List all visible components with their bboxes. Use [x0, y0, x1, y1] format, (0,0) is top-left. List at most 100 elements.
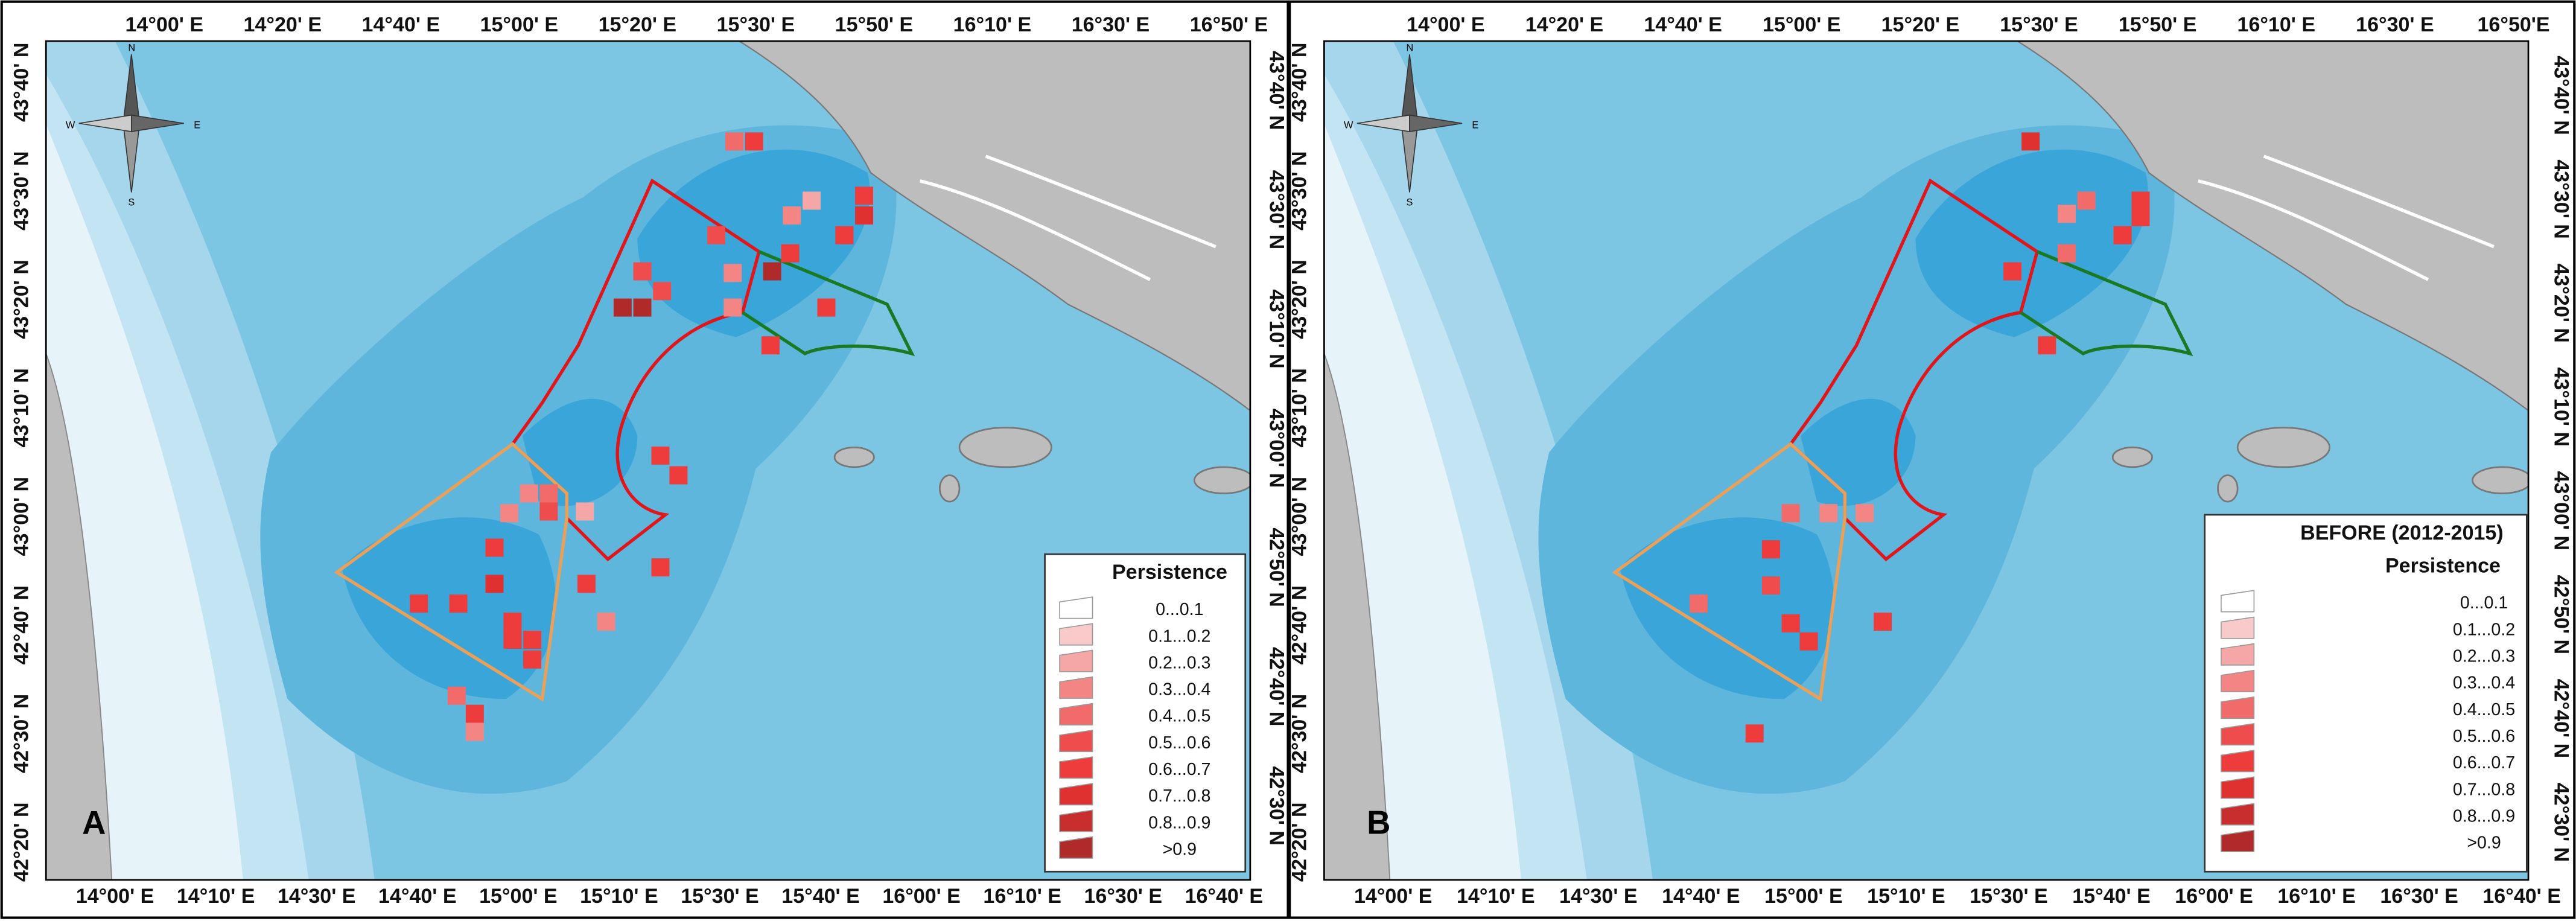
legend-label: 0.6...0.7: [1148, 760, 1210, 779]
legend-swatch: [2221, 829, 2255, 852]
left-axis-label: 42°20' N: [10, 802, 33, 882]
persistence-cell: [817, 298, 836, 317]
persistence-cell: [1799, 632, 1818, 651]
left-axis-label: 43°20' N: [10, 260, 33, 339]
bottom-axis-label: 14°10' E: [1457, 885, 1535, 908]
bottom-axis-label: 16°40' E: [1185, 885, 1264, 908]
right-axis-label: 43°10' N: [2550, 367, 2573, 447]
persistence-cell: [539, 484, 558, 503]
legend-swatch: [2221, 590, 2255, 613]
bottom-axis-label: 15°40' E: [781, 885, 860, 908]
persistence-cell: [410, 594, 428, 613]
persistence-cell: [2021, 132, 2040, 151]
top-axis-label: 15°50' E: [2119, 13, 2197, 36]
persistence-cell: [653, 282, 672, 301]
map-frame: [1323, 40, 2530, 881]
bottom-axis-label: 15°30' E: [1970, 885, 2048, 908]
bottom-axis-label: 16°10' E: [983, 885, 1061, 908]
right-axis-label: 43°20' N: [2550, 263, 2573, 343]
bottom-axis-label: 16°30' E: [2380, 885, 2458, 908]
labels: 14°00' E 14°20' E 14°40' E 15°00' E 15°20' E…: [10, 13, 2572, 908]
persistence-cell: [855, 186, 874, 205]
persistence-cell: [724, 264, 742, 282]
legend-label: 0.3...0.4: [2453, 674, 2515, 693]
right-axis-label: 43°30' N: [2550, 159, 2573, 239]
legend-swatch: [1059, 729, 1093, 753]
right-axis-label: 43°10' N: [1265, 289, 1288, 369]
top-axis-label: 14°20' E: [244, 13, 322, 36]
persistence-cell: [523, 631, 542, 649]
persistence-cell: [2038, 336, 2056, 355]
bottom-axis-label: 16°00' E: [882, 885, 961, 908]
persistence-cell: [465, 704, 484, 723]
left-axis-label: 42°20' N: [1288, 802, 1311, 882]
left-axis-label: 43°30' N: [10, 151, 33, 231]
left-axis-label: 43°30' N: [1288, 151, 1311, 231]
legend-label: 0...0.1: [2460, 593, 2508, 613]
legend-label: 0.6...0.7: [2453, 753, 2515, 773]
legend-label: 0.7...0.8: [2453, 780, 2515, 799]
bottom-axis-label: 14°40' E: [378, 885, 457, 908]
top-axis-label: 15°00' E: [480, 13, 559, 36]
persistence-cell: [1761, 540, 1780, 559]
persistence-cell: [855, 206, 874, 225]
persistence-cell: [597, 613, 615, 631]
persistence-cell: [520, 484, 538, 503]
top-axis-label: 14°00' E: [126, 13, 204, 36]
persistence-cell: [1781, 614, 1800, 633]
persistence-cell: [613, 298, 632, 317]
legend-label: 0.2...0.3: [1148, 653, 1210, 672]
top-axis-label: 15°00' E: [1763, 13, 1841, 36]
top-axis-label: 15°20' E: [599, 13, 677, 36]
persistence-cell: [2058, 244, 2076, 263]
legend-swatch: [1059, 783, 1093, 806]
right-axis-label: 43°30' N: [1265, 170, 1288, 250]
persistence-cell: [2058, 205, 2076, 223]
legend-label: 0.1...0.2: [1148, 626, 1210, 646]
legend-swatch: [2221, 803, 2255, 826]
top-axis-label: 14°40' E: [362, 13, 440, 36]
persistence-cell: [449, 594, 468, 613]
persistence-cell: [724, 298, 742, 317]
top-axis-label: 14°20' E: [1525, 13, 1604, 36]
top-axis-label: 15°30' E: [2000, 13, 2078, 36]
right-axis-label: 43°00' N: [1265, 409, 1288, 488]
left-axis-label: 43°00' N: [10, 477, 33, 556]
legend-label: 0.4...0.5: [1148, 707, 1210, 726]
top-axis-label: 15°50' E: [835, 13, 914, 36]
persistence-cell: [1690, 594, 1708, 613]
persistence-cell: [576, 502, 594, 521]
bottom-axis-label: 14°30' E: [1559, 885, 1638, 908]
left-axis-label: 42°30' N: [1288, 694, 1311, 774]
map-frame: [45, 40, 1251, 881]
map-a: [46, 41, 1262, 880]
left-axis-label: 43°40' N: [1288, 42, 1311, 122]
legend-swatch: [1059, 809, 1093, 832]
legend-swatch: [1059, 649, 1093, 672]
bottom-axis-label: 15°10' E: [1867, 885, 1945, 908]
persistence-cell: [781, 244, 800, 263]
right-axis-label: 42°30' N: [2550, 783, 2573, 862]
persistence-cell: [500, 504, 518, 523]
persistence-cell: [783, 206, 801, 225]
left-axis-label: 43°40' N: [10, 42, 33, 122]
right-axis-label: 42°40' N: [1265, 647, 1288, 727]
persistence-cell: [725, 132, 743, 151]
persistence-cell: [539, 502, 558, 521]
bottom-axis-label: 14°00' E: [1354, 885, 1433, 908]
right-axis-label: 43°00' N: [2550, 471, 2573, 551]
persistence-cell: [707, 226, 726, 244]
right-axis-label: 42°50' N: [2550, 575, 2573, 655]
top-axis-label: 14°40' E: [1644, 13, 1722, 36]
persistence-cell: [633, 298, 652, 317]
persistence-cell: [763, 262, 781, 281]
persistence-cell: [2113, 226, 2132, 244]
legend-swatch: [1059, 676, 1093, 699]
top-axis-label: 16°30' E: [1072, 13, 1150, 36]
legend-label: 0.4...0.5: [2453, 700, 2515, 719]
bottom-axis-label: 14°00' E: [76, 885, 154, 908]
left-axis-label: 43°20' N: [1288, 260, 1311, 339]
right-axis-label: 43°40' N: [1265, 51, 1288, 130]
